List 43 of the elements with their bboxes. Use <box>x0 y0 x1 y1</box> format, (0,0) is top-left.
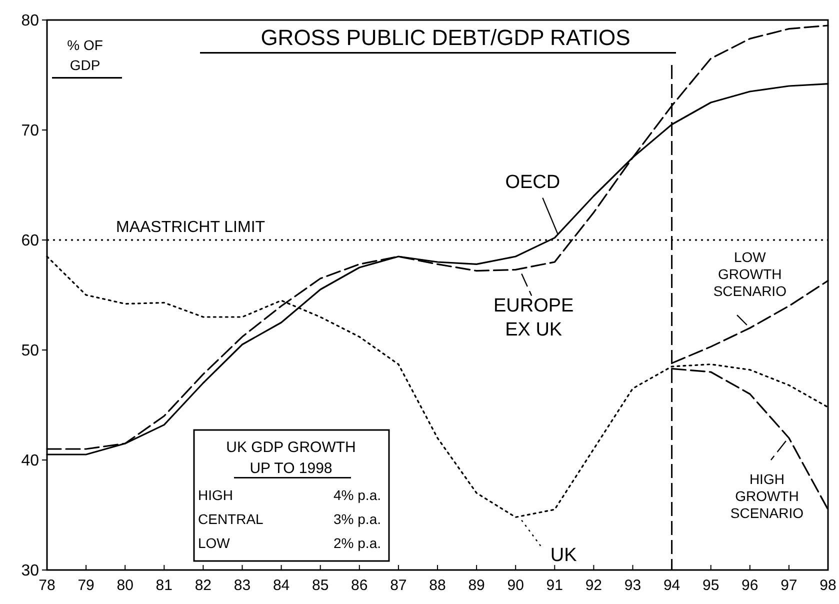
x-tick-label: 92 <box>585 577 602 594</box>
x-tick-label: 98 <box>820 577 836 594</box>
y-tick-label: 50 <box>21 342 40 360</box>
series-label: OECD <box>505 172 560 193</box>
x-tick-label: 80 <box>116 577 134 594</box>
annotation: LOW <box>198 535 231 551</box>
legend-label: UK <box>550 545 578 566</box>
y-tick-label: 40 <box>21 452 40 470</box>
legend-label: HIGH GROWTH SCENARIO <box>730 471 804 521</box>
x-tick-label: 94 <box>663 577 680 594</box>
x-tick-label: 91 <box>546 577 563 594</box>
x-tick-label: 90 <box>507 577 524 594</box>
y-axis-title: % OF GDP <box>67 37 103 73</box>
series-label: LOW GROWTH SCENARIO <box>713 249 787 299</box>
y-tick-label: 70 <box>21 122 40 140</box>
annotation: UK GDP GROWTH <box>226 439 356 456</box>
x-tick-label: 78 <box>38 577 56 594</box>
legend-label: EUROPE EX UK <box>493 296 574 341</box>
x-tick-label: 81 <box>156 577 172 594</box>
x-tick-label: 85 <box>312 577 329 594</box>
x-tick-label: 88 <box>429 577 446 594</box>
y-tick-label: 60 <box>21 232 40 250</box>
x-tick-label: 83 <box>234 577 251 594</box>
x-tick-label: 86 <box>351 577 368 594</box>
x-tick-label: 87 <box>390 577 407 594</box>
x-tick-label: 89 <box>468 577 485 594</box>
annotation: 2% p.a. <box>334 535 381 551</box>
y-tick-label: 30 <box>21 562 40 580</box>
x-tick-label: 93 <box>624 577 642 594</box>
annotation: HIGH <box>198 487 233 503</box>
annotation: 3% p.a. <box>334 511 381 527</box>
x-tick-label: 95 <box>702 577 720 594</box>
chart-title: GROSS PUBLIC DEBT/GDP RATIOS <box>260 25 630 50</box>
x-tick-label: 84 <box>272 577 290 594</box>
annotation: 4% p.a. <box>334 487 381 503</box>
x-tick-label: 97 <box>780 577 798 594</box>
x-tick-label: 96 <box>742 577 758 594</box>
annotation: UP TO 1998 <box>250 460 332 477</box>
annotation: CENTRAL <box>198 511 264 527</box>
x-tick-label: 79 <box>78 577 94 594</box>
y-tick-label: 80 <box>21 12 40 30</box>
x-tick-label: 82 <box>194 577 212 594</box>
ref-line-label: MAASTRICHT LIMIT <box>116 219 266 236</box>
